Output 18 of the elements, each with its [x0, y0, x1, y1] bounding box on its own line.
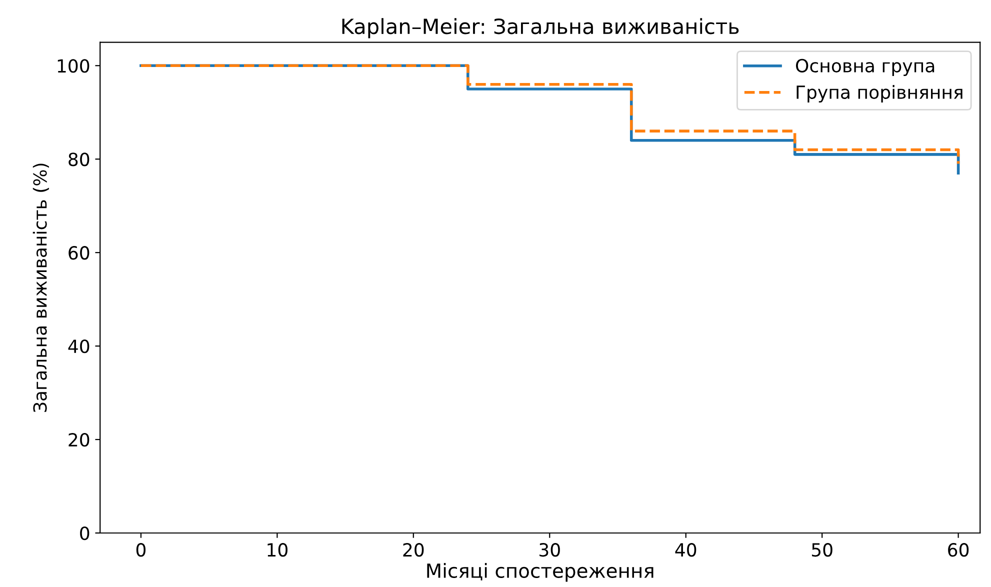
- x-tick-label: 10: [268, 543, 288, 557]
- chart-title: Kaplan–Meier: Загальна виживаність: [342, 18, 739, 38]
- x-axis-title: Місяці спостереження: [427, 562, 654, 582]
- y-axis-title: Загальна виживаність (%): [32, 164, 49, 412]
- x-tick-label: 40: [675, 543, 696, 557]
- y-tick-label: 100: [58, 59, 90, 73]
- x-tick-label: 20: [403, 543, 424, 557]
- y-tick-label: 40: [68, 340, 90, 354]
- legend-label: Група порівняння: [796, 85, 962, 102]
- y-tick-label: 20: [68, 432, 90, 447]
- y-tick-label: 0: [80, 526, 90, 540]
- x-tick-label: 0: [136, 543, 146, 557]
- y-tick-label: 60: [68, 246, 90, 260]
- x-tick-label: 30: [540, 543, 560, 557]
- x-tick-label: 60: [948, 543, 969, 557]
- legend-label: Основна група: [796, 58, 934, 76]
- y-tick-label: 80: [68, 152, 90, 166]
- x-tick-label: 50: [812, 543, 832, 557]
